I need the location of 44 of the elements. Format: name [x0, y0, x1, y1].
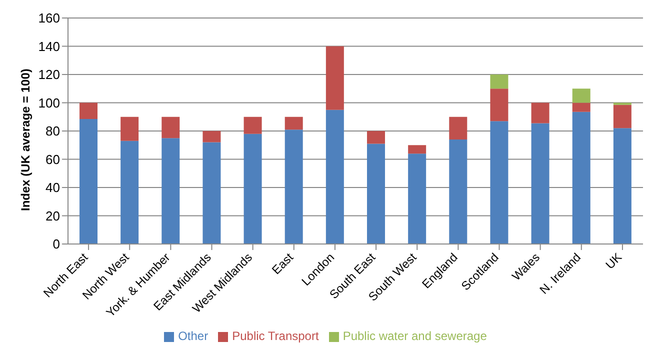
- y-tick-label: 120: [38, 67, 60, 82]
- bar: [244, 116, 262, 134]
- y-tick-label: 140: [38, 38, 60, 54]
- bar: [120, 116, 139, 141]
- y-tick-label: 100: [38, 95, 60, 110]
- bar: [80, 118, 98, 244]
- y-tick-label: 60: [46, 152, 60, 167]
- bar: [531, 102, 550, 124]
- bar: [408, 154, 426, 244]
- bar: [284, 130, 303, 244]
- bar: [449, 139, 468, 244]
- y-tick-label: 80: [46, 124, 60, 139]
- bar: [490, 121, 508, 244]
- bar: [531, 123, 550, 244]
- bar: [490, 88, 508, 122]
- bar: [572, 112, 590, 244]
- bar: [490, 74, 508, 89]
- y-tick-label: 160: [38, 10, 60, 26]
- bar: [80, 102, 98, 119]
- bar: [244, 134, 262, 244]
- bar: [284, 116, 303, 130]
- legend-label: Public Transport: [232, 329, 319, 343]
- bar: [613, 128, 632, 244]
- bar: [326, 110, 344, 244]
- legend-label: Public water and sewerage: [342, 329, 487, 343]
- bar: [120, 140, 139, 244]
- bar: [449, 116, 468, 140]
- bar: [367, 131, 385, 144]
- y-tick-label: 20: [46, 208, 60, 224]
- legend-label: Other: [178, 329, 208, 343]
- bar: [572, 102, 590, 112]
- bar: [202, 131, 221, 142]
- bar: [613, 104, 632, 128]
- bar: [162, 116, 180, 138]
- bar: [326, 46, 344, 110]
- bar: [202, 142, 221, 244]
- bar: [162, 138, 180, 244]
- bar: [572, 88, 590, 103]
- y-axis-title: Index (UK average = 100): [18, 68, 32, 211]
- bar: [408, 145, 426, 154]
- y-tick-label: 0: [52, 236, 60, 252]
- bar: [367, 144, 385, 244]
- x-tick-label: UK: [602, 250, 625, 272]
- y-tick-label: 40: [46, 180, 60, 196]
